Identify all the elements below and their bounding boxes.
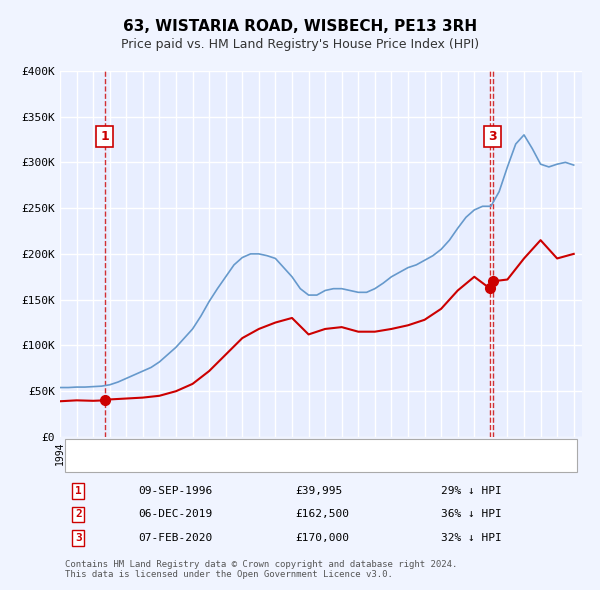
Text: Contains HM Land Registry data © Crown copyright and database right 2024.
This d: Contains HM Land Registry data © Crown c… bbox=[65, 560, 458, 579]
Text: £170,000: £170,000 bbox=[295, 533, 349, 543]
Text: 1: 1 bbox=[75, 486, 82, 496]
Text: 09-SEP-1996: 09-SEP-1996 bbox=[139, 486, 212, 496]
Text: 3: 3 bbox=[75, 533, 82, 543]
FancyBboxPatch shape bbox=[65, 439, 577, 472]
Text: 36% ↓ HPI: 36% ↓ HPI bbox=[441, 509, 502, 519]
Text: 1: 1 bbox=[100, 130, 109, 143]
Text: 29% ↓ HPI: 29% ↓ HPI bbox=[441, 486, 502, 496]
Text: £162,500: £162,500 bbox=[295, 509, 349, 519]
Text: HPI: Average price, detached house, Fenland: HPI: Average price, detached house, Fenl… bbox=[118, 458, 407, 468]
Text: £39,995: £39,995 bbox=[295, 486, 342, 496]
Text: 63, WISTARIA ROAD, WISBECH, PE13 3RH: 63, WISTARIA ROAD, WISBECH, PE13 3RH bbox=[123, 19, 477, 34]
Text: 07-FEB-2020: 07-FEB-2020 bbox=[139, 533, 212, 543]
Text: 06-DEC-2019: 06-DEC-2019 bbox=[139, 509, 212, 519]
Text: Price paid vs. HM Land Registry's House Price Index (HPI): Price paid vs. HM Land Registry's House … bbox=[121, 38, 479, 51]
Text: 2: 2 bbox=[75, 509, 82, 519]
Text: 32% ↓ HPI: 32% ↓ HPI bbox=[441, 533, 502, 543]
Text: 63, WISTARIA ROAD, WISBECH, PE13 3RH (detached house): 63, WISTARIA ROAD, WISBECH, PE13 3RH (de… bbox=[118, 442, 475, 452]
Text: 3: 3 bbox=[488, 130, 497, 143]
